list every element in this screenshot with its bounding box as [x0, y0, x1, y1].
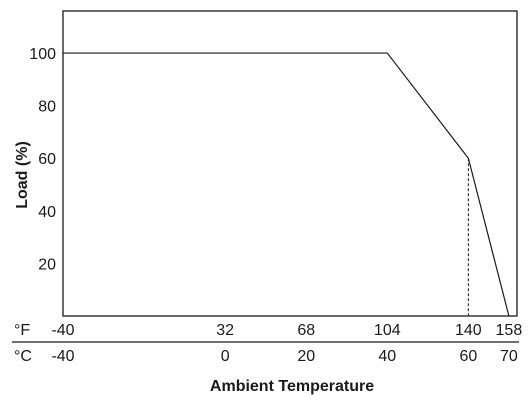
x-tick-label: 68	[297, 322, 315, 339]
x-tick-label: -40	[51, 322, 74, 339]
x-axis-unit-label: °F	[14, 322, 30, 339]
y-axis-title: Load (%)	[14, 141, 31, 209]
y-tick-label: 60	[38, 151, 56, 168]
load-derating-line	[63, 52, 510, 317]
x-tick-labels: °F -40 32 68 104 140 158 °C -40 0 20 40 60 70	[14, 322, 522, 365]
x-tick-label: -40	[51, 348, 74, 365]
y-tick-label: 100	[29, 46, 56, 63]
y-tick-label: 40	[38, 204, 56, 221]
x-axis-title: Ambient Temperature	[210, 378, 374, 395]
x-tick-label: 70	[500, 348, 518, 365]
x-tick-label: 140	[455, 322, 482, 339]
x-tick-label: 20	[297, 348, 315, 365]
y-tick-label: 80	[38, 99, 56, 116]
x-tick-label: 40	[378, 348, 396, 365]
x-tick-label: 158	[496, 322, 523, 339]
x-tick-label: 104	[374, 322, 401, 339]
y-tick-label: 20	[38, 256, 56, 273]
x-axis-unit-label: °C	[14, 348, 32, 365]
x-tick-label: 60	[459, 348, 477, 365]
x-tick-label: 32	[216, 322, 234, 339]
plot-frame	[62, 10, 518, 317]
y-tick-labels: 20 40 60 80 100	[29, 46, 56, 273]
x-tick-label: 0	[221, 348, 230, 365]
